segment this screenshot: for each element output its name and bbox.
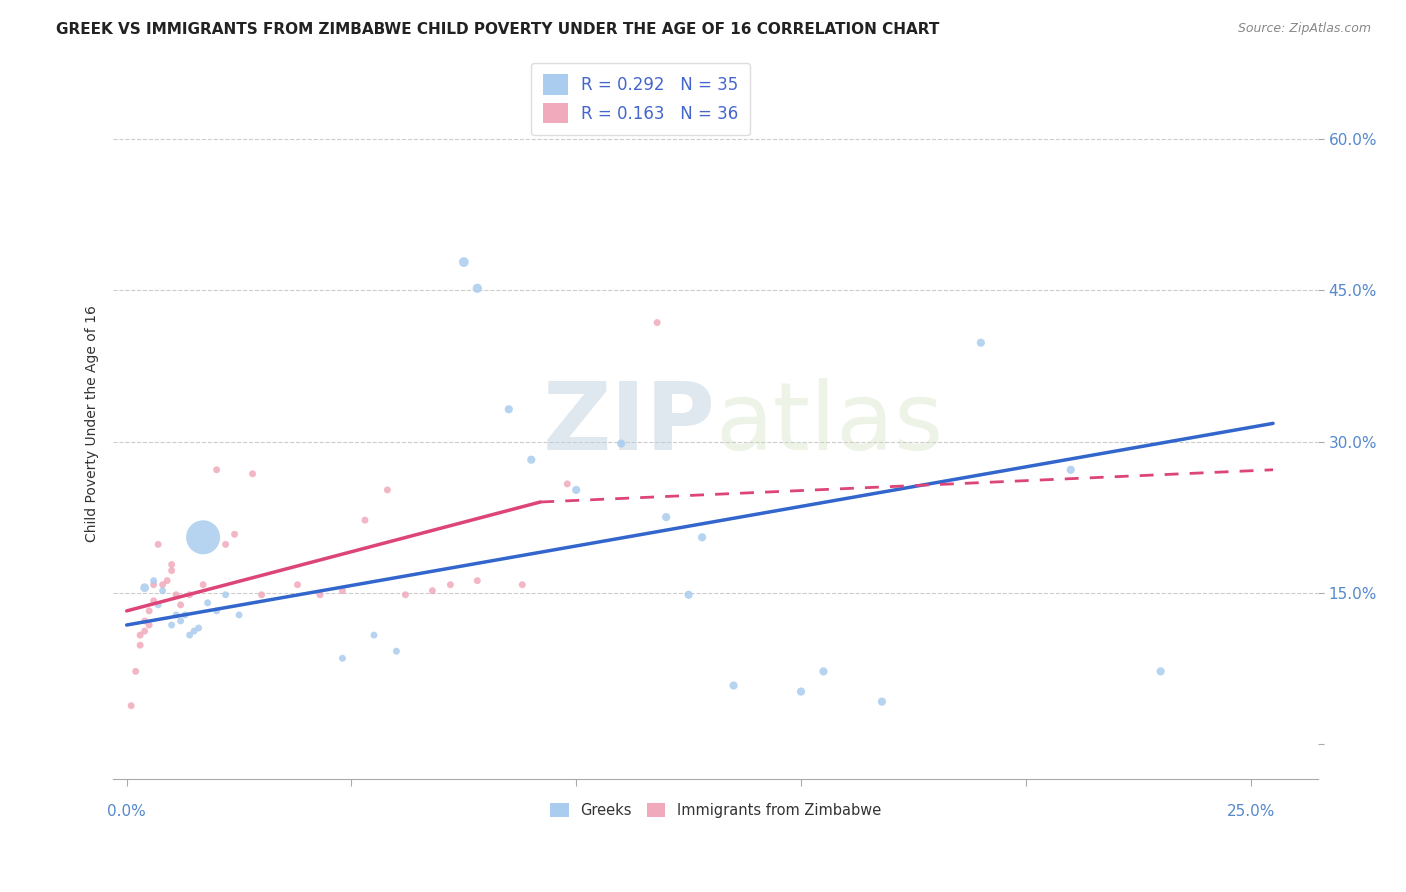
Point <box>160 618 183 632</box>
Point <box>565 483 588 497</box>
Point <box>165 588 187 602</box>
Point <box>174 607 197 622</box>
Point <box>465 574 488 588</box>
Point <box>120 698 142 713</box>
Point <box>169 614 191 628</box>
Point <box>363 628 385 642</box>
Point <box>129 628 152 642</box>
Point <box>1150 665 1173 679</box>
Point <box>146 537 169 551</box>
Point <box>160 564 183 578</box>
Point <box>228 607 250 622</box>
Text: GREEK VS IMMIGRANTS FROM ZIMBABWE CHILD POVERTY UNDER THE AGE OF 16 CORRELATION : GREEK VS IMMIGRANTS FROM ZIMBABWE CHILD … <box>56 22 939 37</box>
Point <box>142 577 165 591</box>
Point <box>138 618 160 632</box>
Text: atlas: atlas <box>716 378 943 470</box>
Point <box>555 476 578 491</box>
Point <box>498 402 520 417</box>
Point <box>610 436 633 450</box>
Legend: Greeks, Immigrants from Zimbabwe: Greeks, Immigrants from Zimbabwe <box>543 796 889 825</box>
Point <box>134 614 156 628</box>
Point <box>160 558 183 572</box>
Point <box>332 583 354 598</box>
Point <box>645 316 668 330</box>
Point <box>169 598 191 612</box>
Point <box>152 583 174 598</box>
Point <box>439 577 461 591</box>
Point <box>224 527 246 541</box>
Point <box>690 530 713 544</box>
Point <box>970 335 993 350</box>
Text: ZIP: ZIP <box>543 378 716 470</box>
Point <box>453 255 475 269</box>
Point <box>520 452 543 467</box>
Point <box>422 583 444 598</box>
Point <box>385 644 408 658</box>
Point <box>723 678 745 692</box>
Point <box>309 588 332 602</box>
Point <box>142 594 165 608</box>
Point <box>146 598 169 612</box>
Point <box>394 588 416 602</box>
Point <box>655 510 678 524</box>
Point <box>191 577 214 591</box>
Point <box>678 588 700 602</box>
Point <box>250 588 273 602</box>
Point <box>790 684 813 698</box>
Point <box>377 483 399 497</box>
Point <box>205 463 228 477</box>
Point <box>179 628 201 642</box>
Point <box>129 638 152 652</box>
Point <box>134 581 156 595</box>
Point <box>134 624 156 638</box>
Point <box>332 651 354 665</box>
Text: 0.0%: 0.0% <box>107 805 146 820</box>
Point <box>183 624 205 638</box>
Point <box>1060 463 1083 477</box>
Point <box>142 574 165 588</box>
Text: Source: ZipAtlas.com: Source: ZipAtlas.com <box>1237 22 1371 36</box>
Text: 25.0%: 25.0% <box>1226 805 1275 820</box>
Point <box>813 665 835 679</box>
Point <box>214 588 236 602</box>
Point <box>242 467 264 481</box>
Point <box>152 577 174 591</box>
Point <box>354 513 377 527</box>
Point <box>465 281 488 295</box>
Point <box>214 537 236 551</box>
Point <box>124 665 146 679</box>
Y-axis label: Child Poverty Under the Age of 16: Child Poverty Under the Age of 16 <box>86 305 100 542</box>
Point <box>187 621 209 635</box>
Point <box>179 588 201 602</box>
Point <box>156 574 179 588</box>
Point <box>287 577 309 591</box>
Point <box>205 604 228 618</box>
Point <box>870 695 893 709</box>
Point <box>138 604 160 618</box>
Point <box>510 577 533 591</box>
Point <box>191 530 214 544</box>
Point <box>197 596 219 610</box>
Point <box>165 607 187 622</box>
